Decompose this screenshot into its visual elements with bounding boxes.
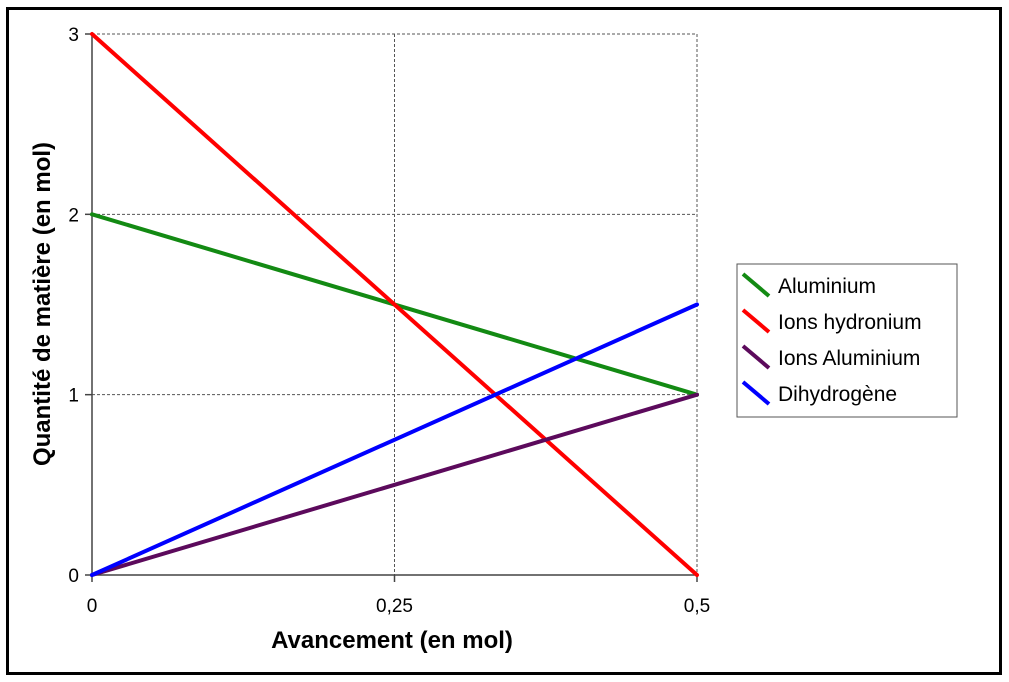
legend-swatch (741, 272, 771, 298)
legend-box (736, 263, 958, 418)
legend-swatch (741, 308, 771, 334)
series-line-ions-hydronium (90, 32, 699, 577)
y-tick-label: 2 (68, 205, 79, 226)
x-tick-label: 0,5 (684, 596, 710, 617)
legend-swatch (741, 344, 771, 370)
y-tick-label: 3 (68, 25, 79, 46)
x-axis-title: Avancement (en mol) (271, 627, 513, 654)
series-line-ions-aluminium (90, 392, 699, 577)
y-tick-label: 0 (68, 566, 79, 587)
x-tick-label: 0 (87, 596, 98, 617)
legend-label: Dihydrogène (778, 383, 897, 406)
series-lines (90, 32, 699, 577)
y-axis-title: Quantité de matière (en mol) (29, 142, 56, 466)
x-tick-label: 0,25 (376, 596, 413, 617)
legend-label: Ions Aluminium (778, 347, 920, 370)
legend-label: Ions hydronium (778, 311, 922, 334)
series-line-dihydrogène (90, 302, 699, 577)
legend: Aluminium Ions hydronium Ions Aluminium Dih… (736, 263, 958, 418)
y-tick-label: 1 (68, 386, 79, 407)
tick-labels: 0 1 2 3 0 0,25 0,5 (68, 25, 710, 617)
legend-swatch (741, 380, 771, 406)
legend-label: Aluminium (778, 275, 876, 298)
axes (85, 33, 698, 582)
